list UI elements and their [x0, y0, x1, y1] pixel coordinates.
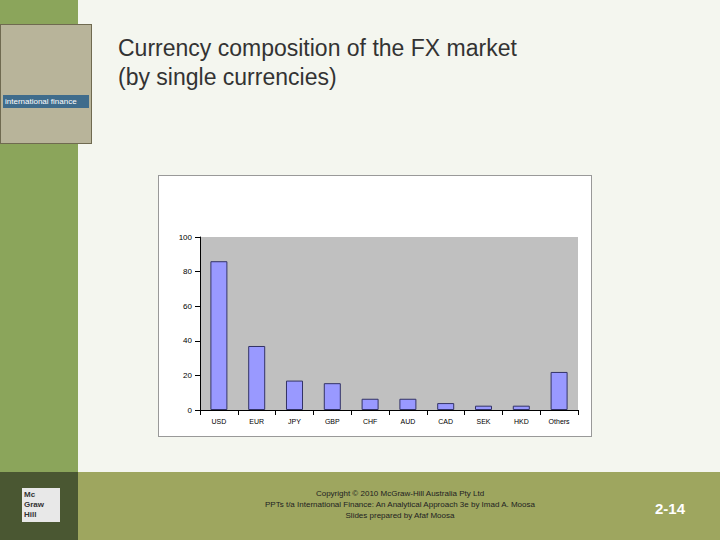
- svg-text:100: 100: [179, 233, 193, 242]
- svg-text:20: 20: [183, 371, 192, 380]
- svg-text:HKD: HKD: [514, 418, 529, 425]
- html-text:Copyright © 2010 McGraw-Hill A: Copyright © 2010 McGraw-Hill Australia P…: [315, 489, 485, 498]
- html-text:2-14: 2-14: [655, 500, 685, 517]
- svg-text:JPY: JPY: [288, 418, 301, 425]
- svg-text:80: 80: [183, 267, 192, 276]
- html-text:PPTs t/a International Finance: PPTs t/a International Finance: An Analy…: [265, 500, 535, 509]
- svg-text:SEK: SEK: [476, 418, 490, 425]
- svg-text:CAD: CAD: [438, 418, 453, 425]
- html-text:Slides prepared by Afaf Moosa: Slides prepared by Afaf Moosa: [345, 511, 455, 520]
- svg-text:EUR: EUR: [249, 418, 264, 425]
- svg-text:AUD: AUD: [401, 418, 416, 425]
- html-text:Mc Graw Hill: Mc Graw Hill: [24, 490, 44, 519]
- html-text:international finance: international finance: [5, 97, 77, 106]
- svg-text:40: 40: [183, 336, 192, 345]
- svg-text:Others: Others: [549, 418, 571, 425]
- svg-text:GBP: GBP: [325, 418, 340, 425]
- svg-text:USD: USD: [212, 418, 227, 425]
- svg-text:0: 0: [188, 406, 193, 415]
- svg-text:60: 60: [183, 302, 192, 311]
- svg-text:CHF: CHF: [363, 418, 377, 425]
- html-text:Currency composition of the FX: Currency composition of the FX market (b…: [118, 35, 517, 90]
